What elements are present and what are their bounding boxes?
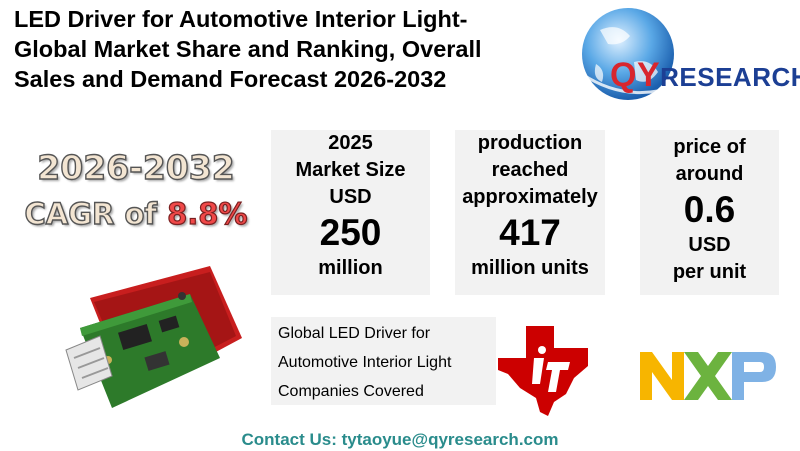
cagr-block: 2026-2032 CAGR of 8.8% — [16, 145, 256, 237]
market-currency: USD — [329, 186, 372, 208]
logo-qy: QY — [610, 56, 661, 94]
cagr-line: CAGR of 8.8% — [16, 191, 256, 237]
production-label-3: approximately — [462, 186, 598, 208]
contact-info: Contact Us: tytaoyue@qyresearch.com — [241, 430, 559, 449]
title-line-1: LED Driver for Automotive Interior Light… — [14, 6, 468, 32]
price-currency: USD — [688, 234, 731, 256]
price-unit: per unit — [672, 261, 747, 283]
production-card: production reached approximately 417 mil… — [455, 130, 605, 295]
price-value: 0.6 — [683, 189, 736, 230]
globe-logo-icon — [581, 8, 713, 100]
logo-research: RESEARCH — [660, 62, 800, 92]
led-driver-module-image — [65, 266, 242, 408]
price-label-1: price of — [673, 136, 746, 158]
production-label-2: reached — [491, 159, 569, 181]
price-card: price of around 0.6 USD per unit — [640, 130, 779, 295]
companies-line-2: Automotive Interior Light — [278, 354, 452, 371]
market-value: 250 — [319, 212, 382, 253]
market-size-card: 2025 Market Size USD 250 million — [271, 130, 430, 295]
cagr-value: 8.8% — [166, 196, 248, 231]
production-unit: million units — [471, 257, 589, 279]
cagr-label: CAGR of — [24, 196, 168, 231]
production-label-1: production — [477, 132, 583, 154]
ti-logo-icon — [498, 326, 588, 416]
market-unit: million — [318, 257, 383, 279]
market-year: 2025 — [328, 132, 373, 154]
market-label: Market Size — [295, 159, 406, 181]
title-line-3: Sales and Demand Forecast 2026-2032 — [14, 66, 447, 92]
cagr-years: 2026-2032 — [37, 147, 236, 187]
price-label-2: around — [675, 163, 744, 185]
companies-line-3: Companies Covered — [278, 383, 424, 400]
companies-covered-box: Global LED Driver for Automotive Interio… — [271, 317, 496, 405]
nxp-logo-icon — [640, 352, 776, 400]
qyresearch-wordmark: QYRESEARCH — [610, 56, 800, 95]
title-line-2: Global Market Share and Ranking, Overall — [14, 36, 482, 62]
production-value: 417 — [499, 212, 561, 253]
companies-line-1: Global LED Driver for — [278, 325, 431, 342]
page-title: LED Driver for Automotive Interior Light… — [14, 4, 574, 94]
